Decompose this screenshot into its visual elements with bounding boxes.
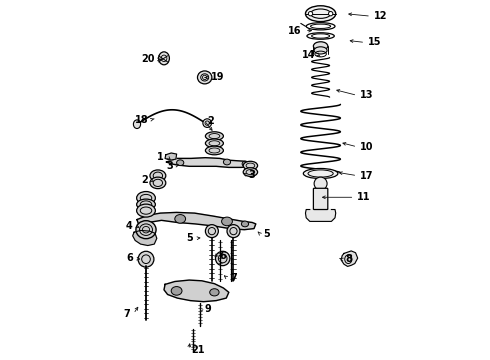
Text: 10: 10 — [360, 142, 374, 152]
Ellipse shape — [210, 289, 219, 296]
Ellipse shape — [197, 71, 212, 84]
Text: 6: 6 — [219, 251, 226, 261]
Text: 8: 8 — [345, 254, 352, 264]
Ellipse shape — [242, 221, 248, 227]
Ellipse shape — [205, 146, 223, 155]
Ellipse shape — [175, 215, 186, 223]
Polygon shape — [164, 280, 229, 302]
Ellipse shape — [137, 199, 155, 210]
Ellipse shape — [133, 120, 141, 129]
Ellipse shape — [205, 139, 223, 148]
Text: 9: 9 — [205, 304, 211, 314]
Ellipse shape — [176, 160, 184, 166]
Ellipse shape — [137, 204, 155, 217]
Text: 3: 3 — [166, 161, 173, 171]
Ellipse shape — [303, 168, 338, 179]
Text: 17: 17 — [360, 171, 374, 181]
FancyBboxPatch shape — [314, 188, 328, 210]
Ellipse shape — [242, 161, 248, 166]
Polygon shape — [133, 230, 157, 246]
Text: 13: 13 — [360, 90, 374, 100]
Ellipse shape — [221, 217, 232, 226]
Text: 18: 18 — [135, 114, 148, 125]
Ellipse shape — [305, 6, 336, 22]
Text: 12: 12 — [374, 11, 388, 21]
Text: 5: 5 — [263, 229, 270, 239]
Ellipse shape — [171, 287, 182, 295]
Text: 20: 20 — [141, 54, 154, 64]
Text: 1: 1 — [157, 152, 164, 162]
Ellipse shape — [138, 251, 154, 267]
Ellipse shape — [159, 52, 170, 65]
Ellipse shape — [136, 221, 156, 239]
Ellipse shape — [308, 12, 313, 16]
Ellipse shape — [150, 170, 166, 181]
Text: 5: 5 — [186, 233, 193, 243]
Text: 16: 16 — [289, 26, 302, 36]
Text: 2: 2 — [207, 116, 214, 126]
Ellipse shape — [150, 177, 166, 189]
Text: 11: 11 — [357, 192, 371, 202]
Text: 19: 19 — [211, 72, 224, 82]
Polygon shape — [305, 210, 336, 221]
Text: 14: 14 — [302, 50, 315, 60]
Ellipse shape — [223, 159, 231, 165]
Ellipse shape — [205, 132, 223, 140]
Ellipse shape — [227, 225, 240, 238]
Text: 4: 4 — [126, 221, 133, 231]
Ellipse shape — [314, 42, 328, 50]
Polygon shape — [167, 158, 252, 167]
Ellipse shape — [216, 251, 230, 266]
Text: 15: 15 — [368, 37, 382, 48]
Ellipse shape — [243, 168, 258, 176]
Text: 7: 7 — [230, 273, 237, 283]
Ellipse shape — [328, 12, 333, 16]
Polygon shape — [341, 251, 358, 266]
Text: 6: 6 — [126, 253, 133, 264]
Text: 3: 3 — [248, 170, 255, 180]
Polygon shape — [137, 212, 256, 230]
Ellipse shape — [314, 177, 327, 190]
Ellipse shape — [205, 225, 219, 238]
Ellipse shape — [314, 47, 327, 54]
Text: 21: 21 — [192, 345, 205, 355]
Text: 2: 2 — [141, 175, 148, 185]
Ellipse shape — [203, 119, 212, 127]
Ellipse shape — [243, 161, 258, 170]
Text: 7: 7 — [124, 309, 130, 319]
Polygon shape — [165, 153, 176, 160]
Ellipse shape — [137, 192, 155, 204]
